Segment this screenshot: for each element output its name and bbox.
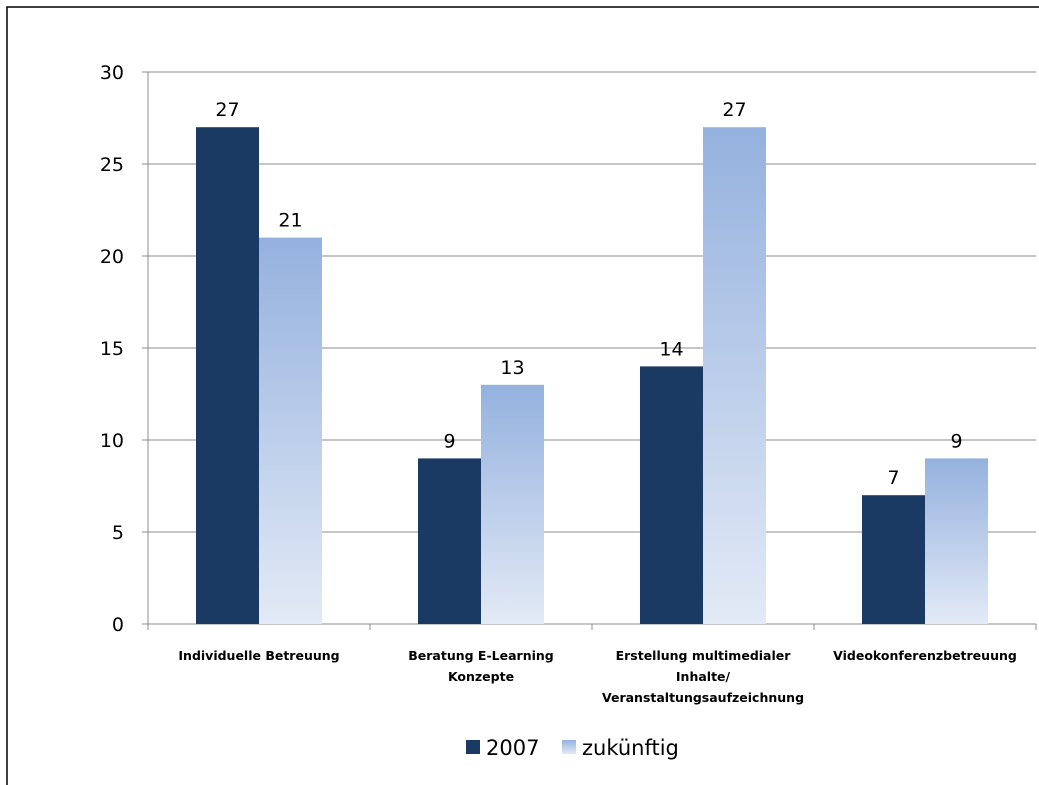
category-label: Videokonferenzbetreuung bbox=[833, 648, 1017, 663]
category-label-line: Individuelle Betreuung bbox=[178, 648, 339, 663]
bars bbox=[196, 127, 988, 624]
category-label-line: Veranstaltungsaufzeichnung bbox=[602, 690, 804, 705]
data-label: 27 bbox=[722, 99, 746, 121]
category-label: Beratung E-Learning Konzepte bbox=[408, 648, 553, 684]
bar-zukuenftig bbox=[259, 237, 322, 624]
legend-swatch-2007 bbox=[466, 740, 480, 754]
category-label-line: Erstellung multimedialer bbox=[616, 648, 792, 663]
data-label: 13 bbox=[500, 357, 524, 379]
bar-2007 bbox=[196, 127, 259, 624]
data-label: 7 bbox=[887, 467, 899, 489]
gridlines bbox=[148, 71, 1036, 533]
category-label: Erstellung multimedialer Inhalte/Veransta… bbox=[602, 648, 804, 705]
y-tick-label: 20 bbox=[100, 246, 124, 268]
bar-zukuenftig bbox=[925, 458, 988, 624]
category-label-line: Beratung E-Learning bbox=[408, 648, 553, 663]
legend-label: zukünftig bbox=[582, 736, 679, 760]
legend: 2007 zukünftig bbox=[466, 736, 679, 760]
bar-zukuenftig bbox=[703, 127, 766, 624]
category-label: Individuelle Betreuung bbox=[178, 648, 339, 663]
bar-2007 bbox=[862, 495, 925, 624]
data-label: 21 bbox=[278, 210, 302, 232]
y-tick-label: 10 bbox=[100, 430, 124, 452]
y-tick-label: 30 bbox=[100, 62, 124, 84]
y-tick-label: 5 bbox=[112, 522, 124, 544]
y-tick-label: 0 bbox=[112, 614, 124, 636]
y-tick-label: 25 bbox=[100, 154, 124, 176]
data-label: 9 bbox=[950, 430, 962, 452]
category-label-line: Videokonferenzbetreuung bbox=[833, 648, 1017, 663]
data-label: 27 bbox=[215, 99, 239, 121]
category-label-line: Konzepte bbox=[448, 669, 514, 684]
legend-swatch-zukuenftig bbox=[562, 740, 576, 754]
data-label: 9 bbox=[443, 430, 455, 452]
category-label-line: Inhalte/ bbox=[676, 669, 731, 684]
legend-label: 2007 bbox=[486, 736, 539, 760]
y-tick-label: 15 bbox=[100, 338, 124, 360]
chart-border bbox=[6, 6, 1039, 785]
bar-zukuenftig bbox=[481, 384, 544, 624]
bar-2007 bbox=[640, 366, 703, 624]
bar-2007 bbox=[418, 458, 481, 624]
labels: 0 5 10 15 20 25 30 27 21 Individuelle Betreuung 9 1… bbox=[100, 62, 1017, 705]
data-label: 14 bbox=[659, 338, 683, 360]
